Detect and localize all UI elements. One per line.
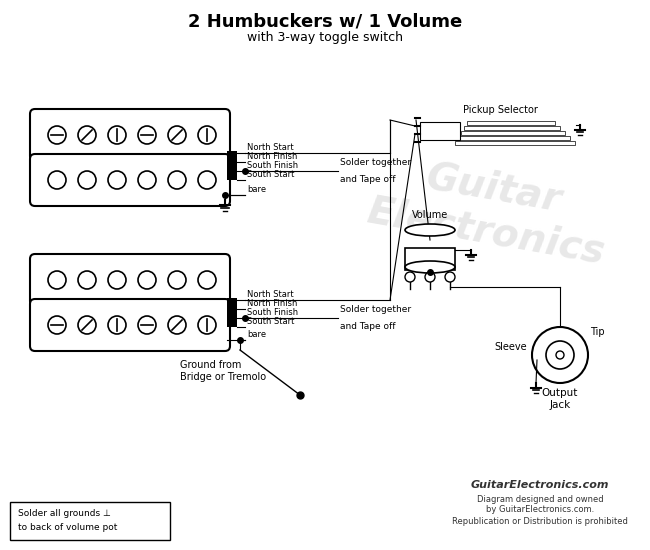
Text: Republication or Distribution is prohibited: Republication or Distribution is prohibi… <box>452 518 628 526</box>
Bar <box>461 131 565 135</box>
Bar <box>227 298 237 327</box>
Circle shape <box>78 126 96 144</box>
FancyBboxPatch shape <box>30 154 230 206</box>
Text: Solder all grounds ⊥: Solder all grounds ⊥ <box>18 509 111 518</box>
FancyBboxPatch shape <box>30 254 230 306</box>
Text: Diagram designed and owned: Diagram designed and owned <box>476 496 603 504</box>
Circle shape <box>532 327 588 383</box>
Circle shape <box>168 316 186 334</box>
Circle shape <box>138 316 156 334</box>
Circle shape <box>198 316 216 334</box>
Circle shape <box>78 171 96 189</box>
Bar <box>405 248 455 270</box>
Circle shape <box>405 272 415 282</box>
Text: Output
Jack: Output Jack <box>542 388 578 410</box>
Circle shape <box>168 126 186 144</box>
Text: Ground from: Ground from <box>180 360 241 370</box>
Text: North Start: North Start <box>247 143 294 152</box>
Circle shape <box>48 126 66 144</box>
FancyBboxPatch shape <box>30 299 230 351</box>
Text: GuitarElectronics.com: GuitarElectronics.com <box>471 480 609 490</box>
Circle shape <box>108 171 126 189</box>
Circle shape <box>78 271 96 289</box>
Text: with 3-way toggle switch: with 3-way toggle switch <box>247 31 403 45</box>
Text: and Tape off: and Tape off <box>340 322 395 331</box>
Text: by GuitarElectronics.com.: by GuitarElectronics.com. <box>486 505 594 514</box>
Text: South Finish: South Finish <box>247 308 298 317</box>
Bar <box>10 502 170 540</box>
Text: South Start: South Start <box>247 317 294 326</box>
Circle shape <box>198 171 216 189</box>
Circle shape <box>556 351 564 359</box>
Circle shape <box>168 171 186 189</box>
Text: Guitar
Electronics: Guitar Electronics <box>364 148 616 271</box>
Circle shape <box>198 126 216 144</box>
Text: Pickup Selector: Pickup Selector <box>463 105 538 115</box>
Text: South Start: South Start <box>247 170 294 179</box>
Ellipse shape <box>405 224 455 236</box>
Bar <box>227 151 237 180</box>
Text: Sleeve: Sleeve <box>495 342 527 352</box>
Text: Solder together: Solder together <box>340 158 411 167</box>
Bar <box>458 136 570 140</box>
Text: North Finish: North Finish <box>247 299 298 308</box>
Circle shape <box>48 316 66 334</box>
Ellipse shape <box>405 261 455 273</box>
Circle shape <box>138 271 156 289</box>
Circle shape <box>198 271 216 289</box>
Text: North Start: North Start <box>247 290 294 299</box>
Text: North Finish: North Finish <box>247 152 298 161</box>
Circle shape <box>108 271 126 289</box>
Text: bare: bare <box>247 330 266 339</box>
Circle shape <box>48 171 66 189</box>
Bar <box>420 122 460 140</box>
Circle shape <box>138 171 156 189</box>
FancyBboxPatch shape <box>30 109 230 161</box>
Bar <box>464 126 560 130</box>
Text: Tip: Tip <box>590 327 605 337</box>
Circle shape <box>168 271 186 289</box>
Text: bare: bare <box>247 185 266 194</box>
Circle shape <box>48 271 66 289</box>
Circle shape <box>546 341 574 369</box>
Text: Solder together: Solder together <box>340 305 411 314</box>
Circle shape <box>138 126 156 144</box>
Text: Bridge or Tremolo: Bridge or Tremolo <box>180 372 266 382</box>
Text: 2 Humbuckers w/ 1 Volume: 2 Humbuckers w/ 1 Volume <box>188 13 462 31</box>
Circle shape <box>78 316 96 334</box>
Text: and Tape off: and Tape off <box>340 175 395 184</box>
Circle shape <box>108 316 126 334</box>
Circle shape <box>108 126 126 144</box>
Circle shape <box>445 272 455 282</box>
Text: Volume: Volume <box>412 210 448 220</box>
Circle shape <box>425 272 435 282</box>
Text: South Finish: South Finish <box>247 161 298 170</box>
Bar <box>467 121 555 125</box>
Text: to back of volume pot: to back of volume pot <box>18 524 118 532</box>
Bar <box>455 141 575 145</box>
